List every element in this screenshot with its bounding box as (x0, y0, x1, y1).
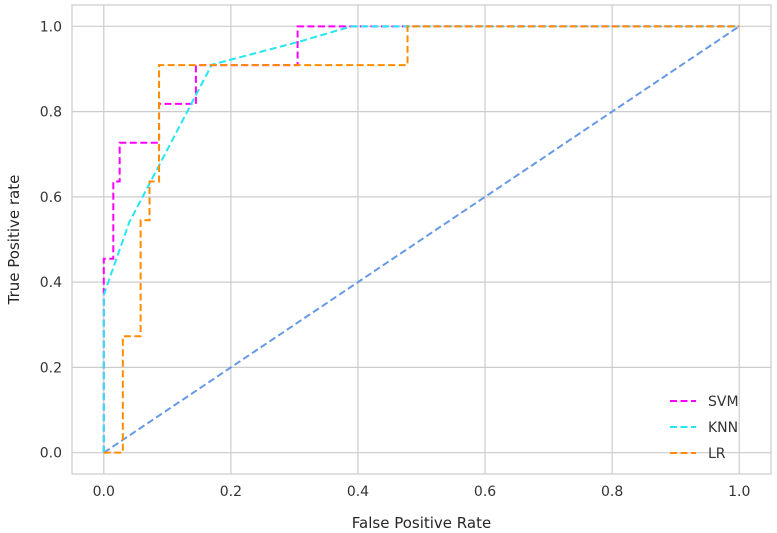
x-tick-label: 1.0 (728, 484, 750, 500)
legend-label: SVM (708, 394, 739, 410)
grid (72, 5, 771, 474)
series-line-lr (103, 25, 740, 454)
legend-label: LR (708, 446, 726, 462)
series-line-diagonal (103, 25, 740, 454)
x-tick-label: 0.6 (474, 484, 496, 500)
y-tick-label: 1.0 (40, 19, 62, 35)
x-tick-label: 0.8 (601, 484, 623, 500)
y-tick-label: 0.8 (40, 105, 62, 121)
plot-frame (71, 4, 772, 475)
series-lines (102, 25, 740, 454)
y-tick-label: 0.0 (40, 446, 62, 462)
y-tick-label: 0.2 (40, 360, 62, 376)
legend-label: KNN (708, 420, 738, 436)
x-tick-label: 0.0 (93, 484, 115, 500)
x-tick-label: 0.4 (347, 484, 369, 500)
y-tick-label: 0.6 (40, 190, 62, 206)
x-tick-label: 0.2 (220, 484, 242, 500)
y-tick-label: 0.4 (40, 275, 62, 291)
legend: SVM KNN LR (670, 394, 739, 462)
y-axis-label: True Positive rate (5, 175, 23, 306)
x-axis-label: False Positive Rate (352, 514, 491, 532)
tick-labels: 0.0 0.2 0.4 0.6 0.8 1.0 0.0 0.2 0.4 0.6 0.8 1.0 (40, 19, 751, 500)
